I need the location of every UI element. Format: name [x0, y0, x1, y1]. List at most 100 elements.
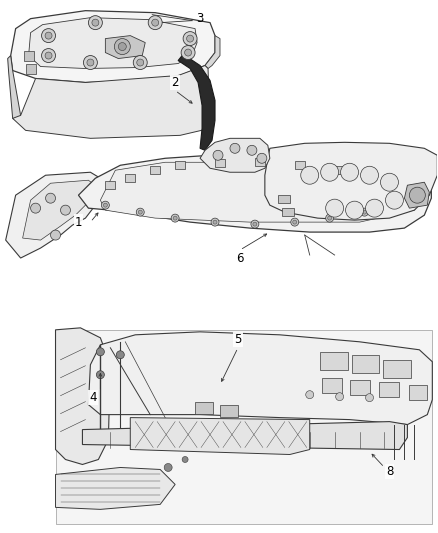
Circle shape — [182, 456, 188, 463]
Bar — [175, 161, 185, 169]
Bar — [255, 158, 265, 166]
Text: 1: 1 — [75, 216, 82, 229]
Polygon shape — [200, 139, 270, 172]
Circle shape — [213, 220, 217, 224]
Circle shape — [326, 199, 343, 217]
Circle shape — [92, 19, 99, 26]
Circle shape — [306, 391, 314, 399]
Circle shape — [114, 38, 130, 54]
Circle shape — [213, 150, 223, 160]
Circle shape — [187, 35, 194, 42]
Circle shape — [87, 59, 94, 66]
Circle shape — [253, 222, 257, 226]
Text: 5: 5 — [234, 333, 242, 346]
Circle shape — [42, 29, 56, 43]
Circle shape — [117, 351, 124, 359]
Circle shape — [293, 220, 297, 224]
Circle shape — [148, 15, 162, 30]
Polygon shape — [100, 162, 421, 222]
Circle shape — [251, 220, 259, 228]
Circle shape — [45, 32, 52, 39]
Bar — [321, 378, 342, 393]
Circle shape — [50, 230, 60, 240]
Bar — [215, 159, 225, 167]
Circle shape — [381, 173, 399, 191]
Circle shape — [230, 143, 240, 154]
Circle shape — [164, 464, 172, 472]
Polygon shape — [265, 142, 437, 220]
Circle shape — [321, 163, 339, 181]
Polygon shape — [404, 182, 429, 208]
Circle shape — [410, 187, 425, 203]
Text: 4: 4 — [90, 391, 97, 404]
Circle shape — [42, 49, 56, 62]
Circle shape — [257, 154, 267, 163]
Bar — [295, 161, 305, 169]
Bar — [150, 166, 160, 174]
Polygon shape — [56, 467, 175, 510]
Polygon shape — [28, 18, 197, 69]
Polygon shape — [178, 55, 215, 150]
Text: 2: 2 — [171, 76, 179, 89]
Circle shape — [328, 216, 332, 220]
Circle shape — [360, 166, 378, 184]
Bar — [125, 174, 135, 182]
Polygon shape — [23, 180, 96, 240]
Polygon shape — [82, 422, 407, 449]
Bar — [282, 208, 294, 216]
Text: 8: 8 — [386, 465, 393, 478]
Polygon shape — [25, 63, 35, 74]
Circle shape — [137, 59, 144, 66]
Circle shape — [385, 191, 403, 209]
Bar — [410, 385, 427, 400]
Circle shape — [136, 208, 144, 216]
Circle shape — [346, 201, 364, 219]
Circle shape — [31, 203, 41, 213]
Circle shape — [118, 43, 126, 51]
Circle shape — [45, 52, 52, 59]
Bar — [352, 355, 379, 373]
Circle shape — [341, 163, 359, 181]
Polygon shape — [8, 55, 21, 120]
Circle shape — [291, 218, 299, 226]
Polygon shape — [130, 417, 310, 455]
Circle shape — [336, 393, 343, 401]
Circle shape — [96, 348, 104, 356]
Circle shape — [152, 19, 159, 26]
Bar — [335, 166, 345, 174]
Circle shape — [173, 216, 177, 220]
Circle shape — [211, 218, 219, 226]
Bar — [220, 405, 238, 417]
Circle shape — [83, 55, 97, 69]
Circle shape — [60, 205, 71, 215]
Polygon shape — [78, 155, 431, 232]
Circle shape — [366, 199, 384, 217]
Circle shape — [103, 203, 107, 207]
Text: 6: 6 — [236, 252, 244, 264]
Circle shape — [326, 214, 334, 222]
Polygon shape — [205, 36, 220, 69]
Bar — [278, 195, 290, 203]
Circle shape — [171, 214, 179, 222]
Circle shape — [184, 49, 191, 56]
Circle shape — [133, 55, 147, 69]
Circle shape — [96, 371, 104, 379]
Polygon shape — [11, 11, 215, 83]
Circle shape — [138, 210, 142, 214]
Bar — [350, 379, 370, 394]
Polygon shape — [106, 36, 145, 59]
Circle shape — [101, 201, 110, 209]
Polygon shape — [56, 328, 110, 464]
Polygon shape — [88, 332, 432, 425]
Circle shape — [88, 15, 102, 30]
Bar — [195, 402, 213, 414]
Bar — [384, 360, 411, 378]
Bar — [320, 352, 348, 370]
Text: 3: 3 — [196, 12, 204, 25]
Bar — [106, 181, 115, 189]
Circle shape — [183, 31, 197, 46]
Circle shape — [46, 193, 56, 203]
Circle shape — [301, 166, 319, 184]
Polygon shape — [24, 51, 34, 61]
Circle shape — [360, 208, 368, 216]
